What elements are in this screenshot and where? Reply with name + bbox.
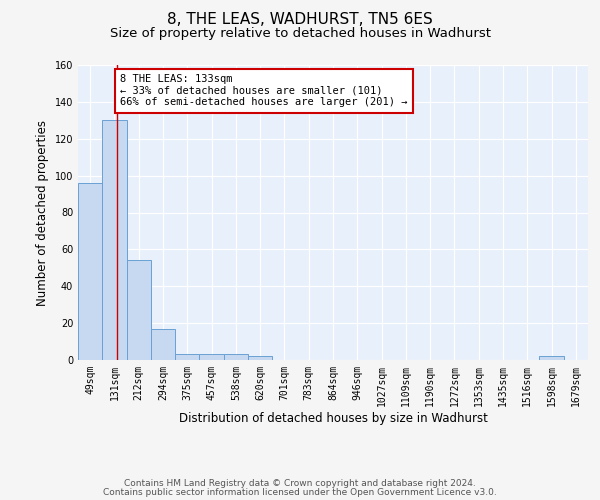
Text: 8 THE LEAS: 133sqm
← 33% of detached houses are smaller (101)
66% of semi-detach: 8 THE LEAS: 133sqm ← 33% of detached hou… <box>121 74 408 108</box>
Bar <box>151 328 175 360</box>
Bar <box>199 354 224 360</box>
Text: Contains public sector information licensed under the Open Government Licence v3: Contains public sector information licen… <box>103 488 497 497</box>
X-axis label: Distribution of detached houses by size in Wadhurst: Distribution of detached houses by size … <box>179 412 487 424</box>
Y-axis label: Number of detached properties: Number of detached properties <box>36 120 49 306</box>
Bar <box>224 354 248 360</box>
Bar <box>102 120 127 360</box>
Bar <box>127 260 151 360</box>
Text: Contains HM Land Registry data © Crown copyright and database right 2024.: Contains HM Land Registry data © Crown c… <box>124 479 476 488</box>
Bar <box>78 183 102 360</box>
Text: 8, THE LEAS, WADHURST, TN5 6ES: 8, THE LEAS, WADHURST, TN5 6ES <box>167 12 433 28</box>
Bar <box>248 356 272 360</box>
Bar <box>539 356 564 360</box>
Text: Size of property relative to detached houses in Wadhurst: Size of property relative to detached ho… <box>110 28 491 40</box>
Bar <box>175 354 199 360</box>
